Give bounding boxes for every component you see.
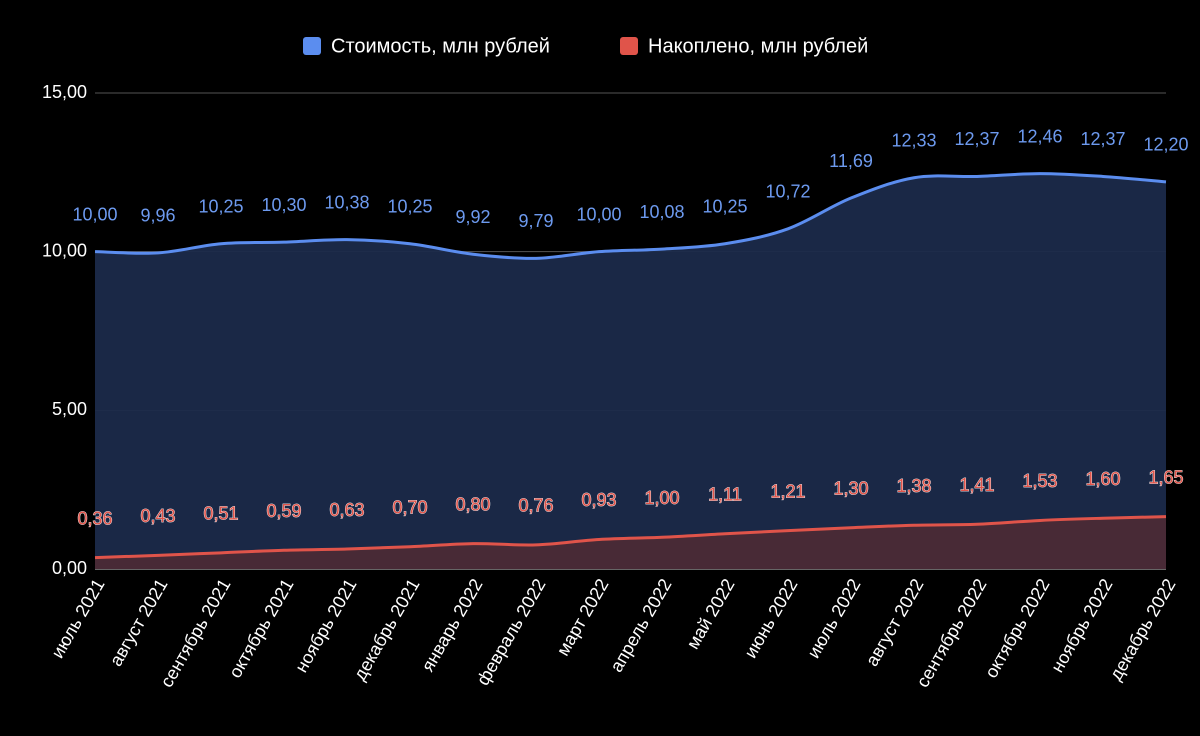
data-label: 0,76: [518, 496, 553, 516]
x-tick-label: июнь 2022: [740, 575, 801, 661]
data-label: 10,08: [639, 202, 684, 222]
y-tick-label: 0,00: [52, 558, 87, 578]
data-label: 0,36: [77, 508, 112, 528]
y-tick-label: 10,00: [42, 240, 87, 260]
x-tick-label: июль 2021: [47, 575, 108, 661]
data-label: 10,30: [261, 195, 306, 215]
data-label: 1,30: [833, 478, 868, 498]
data-label: 12,33: [891, 130, 936, 150]
x-tick-label: сентябрь 2022: [912, 575, 990, 690]
data-label: 12,37: [1080, 129, 1125, 149]
legend-swatch: [620, 37, 638, 55]
x-tick-label: декабрь 2022: [1105, 575, 1179, 683]
data-label: 0,63: [329, 500, 364, 520]
data-label: 1,41: [959, 475, 994, 495]
x-tick-label: март 2022: [553, 575, 613, 659]
data-label: 12,20: [1143, 135, 1188, 155]
data-label: 0,70: [392, 498, 427, 518]
x-tick-label: февраль 2022: [473, 575, 550, 688]
line: [94, 172, 1167, 260]
data-label: 9,96: [140, 206, 175, 226]
area: [95, 516, 1166, 569]
data-label: 10,38: [324, 192, 369, 212]
data-label: 10,25: [198, 196, 243, 216]
y-tick-label: 5,00: [52, 399, 87, 419]
data-label: 12,37: [954, 129, 999, 149]
x-tick-label: ноябрь 2022: [1047, 575, 1117, 675]
data-label: 0,80: [455, 494, 490, 514]
x-tick-label: октябрь 2022: [981, 575, 1054, 681]
x-tick-label: декабрь 2021: [349, 575, 423, 683]
x-tick-label: август 2021: [106, 575, 172, 669]
data-label: 1,21: [770, 481, 805, 501]
x-tick-label: сентябрь 2021: [156, 575, 234, 690]
data-label: 1,11: [708, 485, 742, 505]
line: [94, 515, 1167, 560]
data-label: 9,92: [455, 207, 490, 227]
data-label: 1,38: [896, 476, 931, 496]
x-tick-label: июль 2022: [803, 575, 864, 661]
data-label: 11,69: [829, 151, 873, 171]
legend-label: Стоимость, млн рублей: [331, 35, 550, 57]
data-label: 10,25: [702, 196, 747, 216]
x-tick-label: август 2022: [862, 575, 928, 669]
data-label: 9,79: [518, 211, 553, 231]
x-tick-label: апрель 2022: [606, 575, 675, 675]
y-tick-label: 15,00: [42, 82, 87, 102]
area: [95, 173, 1166, 569]
data-label: 10,72: [765, 182, 810, 202]
data-label: 1,53: [1022, 471, 1057, 491]
x-tick-label: январь 2022: [418, 575, 487, 675]
x-tick-label: октябрь 2021: [225, 575, 298, 681]
data-label: 0,93: [581, 490, 616, 510]
data-label: 0,43: [140, 506, 175, 526]
data-label: 12,46: [1017, 126, 1062, 146]
x-tick-label: май 2022: [683, 575, 739, 652]
data-label: 1,60: [1085, 469, 1120, 489]
legend-label: Накоплено, млн рублей: [648, 35, 868, 57]
data-label: 10,00: [576, 204, 621, 224]
legend-swatch: [303, 37, 321, 55]
data-label: 10,25: [387, 196, 432, 216]
data-label: 1,65: [1148, 467, 1183, 487]
data-label: 0,59: [266, 501, 301, 521]
data-label: 1,00: [644, 488, 679, 508]
data-label: 0,51: [203, 504, 238, 524]
data-label: 10,00: [72, 204, 117, 224]
x-tick-label: ноябрь 2021: [291, 575, 361, 675]
